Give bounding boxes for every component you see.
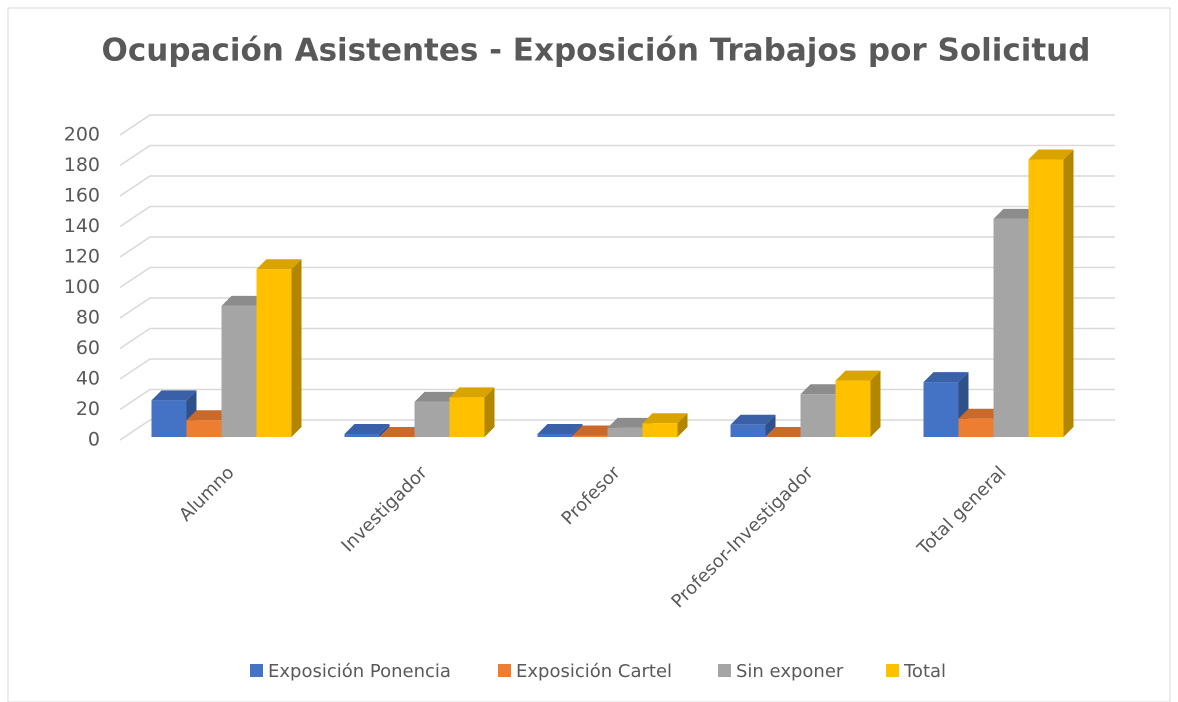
bar: [449, 397, 485, 437]
bar: [835, 380, 871, 437]
y-tick-label: 60: [76, 337, 100, 359]
y-tick-label: 120: [64, 246, 100, 268]
y-tick-label: 140: [64, 215, 100, 237]
legend-swatch: [718, 664, 731, 677]
grid-line: [119, 175, 1115, 197]
bar: [186, 420, 222, 437]
bar: [730, 424, 766, 437]
bar-top: [642, 413, 688, 424]
bar-top: [449, 387, 495, 398]
chart-frame: [7, 7, 1171, 702]
bar-side: [870, 370, 881, 437]
bar-top: [572, 425, 618, 436]
bar-side: [484, 387, 495, 437]
bar-side: [1063, 149, 1074, 437]
grid-line: [119, 205, 1115, 228]
bar-top: [800, 384, 846, 395]
bar-top: [151, 390, 197, 401]
bar-top: [923, 372, 969, 383]
legend-label: Sin exponer: [736, 661, 844, 682]
grid-line: [119, 144, 1115, 167]
bar: [151, 400, 187, 437]
bar-top: [221, 295, 267, 306]
bar: [993, 218, 1029, 437]
bar-side: [291, 259, 302, 437]
bar: [572, 435, 608, 437]
bar-top: [730, 414, 776, 425]
grid-line: [119, 266, 1115, 289]
bar: [607, 427, 643, 437]
bar-top: [256, 259, 302, 270]
bar-top: [1028, 149, 1074, 160]
legend-swatch: [498, 664, 511, 677]
bar: [414, 401, 450, 437]
y-tick-label: 80: [76, 307, 100, 329]
bar: [923, 382, 959, 437]
grid-line: [119, 297, 1115, 319]
bar: [642, 423, 678, 437]
legend-swatch: [250, 664, 263, 677]
y-tick-label: 100: [64, 276, 100, 298]
bar: [1028, 159, 1064, 437]
bar: [958, 418, 994, 437]
y-tick-label: 40: [76, 368, 100, 390]
y-tick-label: 0: [88, 429, 100, 451]
bar: [344, 433, 380, 437]
grid-line: [119, 388, 1115, 411]
grid-line: [119, 236, 1115, 258]
bar-top: [379, 427, 425, 437]
bar-top: [414, 391, 460, 402]
bar-top: [344, 423, 390, 434]
y-tick-label: 180: [64, 154, 100, 176]
y-tick-label: 160: [64, 185, 100, 207]
bar: [537, 433, 573, 437]
grid-line: [119, 327, 1115, 350]
legend-label: Exposición Cartel: [516, 661, 672, 682]
bar-top: [958, 408, 1004, 419]
bar: [221, 305, 257, 437]
bar-top: [993, 208, 1039, 219]
grid-line: [119, 358, 1115, 380]
bar-side: [379, 423, 390, 437]
y-tick-label: 200: [64, 124, 100, 146]
bar: [256, 269, 292, 437]
bar-top: [607, 417, 653, 428]
grid-line: [119, 419, 1115, 441]
legend-label: Total: [903, 661, 946, 682]
grid-line: [119, 114, 1115, 136]
bar: [800, 394, 836, 437]
y-tick-label: 20: [76, 398, 100, 420]
bar-top: [835, 370, 881, 381]
bar-top: [186, 410, 232, 421]
bar-top: [537, 423, 583, 434]
bar-side: [677, 413, 688, 437]
legend-swatch: [886, 664, 899, 677]
bar-top: [765, 427, 811, 437]
chart-title: Ocupación Asistentes - Exposición Trabaj…: [102, 33, 1091, 69]
bar-side: [765, 414, 776, 437]
legend-label: Exposición Ponencia: [268, 661, 451, 682]
